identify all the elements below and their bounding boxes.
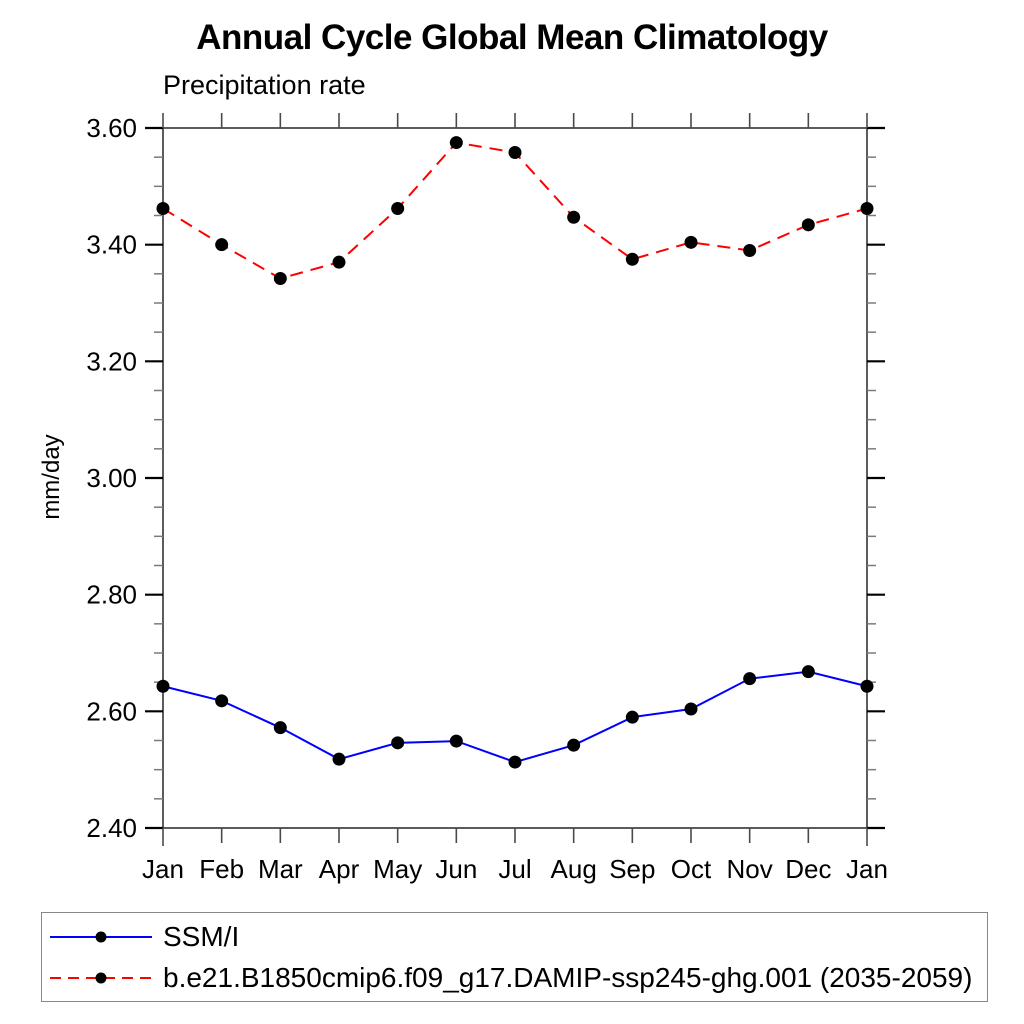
legend-sample-dashed-line-icon bbox=[50, 972, 152, 983]
data-point-marker bbox=[449, 136, 463, 150]
series-line-0 bbox=[162, 670, 868, 764]
series-line-1 bbox=[162, 141, 868, 280]
x-tick-label: Nov bbox=[727, 854, 773, 884]
x-tick-label: Mar bbox=[258, 854, 303, 884]
data-point-marker bbox=[684, 702, 698, 716]
y-tick-label: 2.60 bbox=[86, 696, 137, 726]
data-point-marker bbox=[860, 202, 874, 215]
legend-label-model-run: b.e21.B1850cmip6.f09_g17.DAMIP-ssp245-gh… bbox=[163, 961, 973, 993]
data-point-marker bbox=[332, 752, 346, 766]
y-tick-label: 3.20 bbox=[86, 346, 137, 376]
x-tick-label: Jan bbox=[846, 854, 888, 884]
y-tick-label: 2.40 bbox=[86, 813, 137, 843]
y-tick-label: 3.40 bbox=[86, 230, 137, 260]
x-tick-label: Sep bbox=[609, 854, 655, 884]
data-point-marker bbox=[215, 238, 229, 252]
data-point-marker bbox=[156, 679, 170, 693]
data-point-marker bbox=[273, 272, 287, 285]
x-tick-label: Oct bbox=[671, 854, 712, 884]
x-tick-label: May bbox=[373, 854, 422, 884]
data-point-marker bbox=[625, 710, 639, 724]
x-tick-label: Aug bbox=[551, 854, 597, 884]
legend-label-ssmi: SSM/I bbox=[163, 920, 240, 952]
x-tick-label: Jul bbox=[498, 854, 531, 884]
data-point-marker bbox=[332, 255, 346, 269]
data-point-marker bbox=[156, 202, 170, 215]
legend-item-ssmi: SSM/I bbox=[48, 921, 987, 953]
data-point-marker bbox=[684, 235, 698, 249]
data-point-marker bbox=[449, 734, 463, 748]
x-tick-label: Apr bbox=[319, 854, 360, 884]
x-tick-label: Feb bbox=[199, 854, 244, 884]
legend-box: SSM/I b.e21.B1850cmip6.f09_g17.DAMIP-ssp… bbox=[41, 912, 988, 1002]
x-tick-label: Jun bbox=[435, 854, 477, 884]
x-tick-label: Dec bbox=[785, 854, 831, 884]
data-point-marker bbox=[743, 244, 757, 257]
data-point-marker bbox=[567, 738, 581, 752]
chart-title: Annual Cycle Global Mean Climatology bbox=[196, 18, 828, 57]
data-point-marker bbox=[508, 755, 522, 769]
data-point-marker bbox=[567, 210, 581, 224]
legend-item-model-run: b.e21.B1850cmip6.f09_g17.DAMIP-ssp245-gh… bbox=[48, 962, 987, 994]
data-point-marker bbox=[508, 146, 522, 159]
legend-marker-sample bbox=[95, 931, 107, 942]
legend-sample-solid-line-icon bbox=[50, 931, 152, 942]
y-tick-label: 2.80 bbox=[86, 580, 137, 610]
data-point-marker bbox=[801, 665, 815, 679]
data-point-marker bbox=[391, 736, 405, 750]
data-point-marker bbox=[273, 721, 287, 735]
data-point-marker bbox=[391, 202, 405, 215]
data-point-marker bbox=[625, 252, 639, 266]
data-point-marker bbox=[860, 679, 874, 693]
legend-marker-sample bbox=[95, 972, 107, 983]
x-tick-label: Jan bbox=[142, 854, 184, 884]
chart-subtitle: Precipitation rate bbox=[163, 70, 366, 100]
y-tick-label: 3.60 bbox=[86, 113, 137, 143]
data-point-marker bbox=[743, 672, 757, 686]
y-tick-label: 3.00 bbox=[86, 463, 137, 493]
data-point-marker bbox=[801, 218, 815, 232]
data-point-marker bbox=[215, 694, 229, 708]
